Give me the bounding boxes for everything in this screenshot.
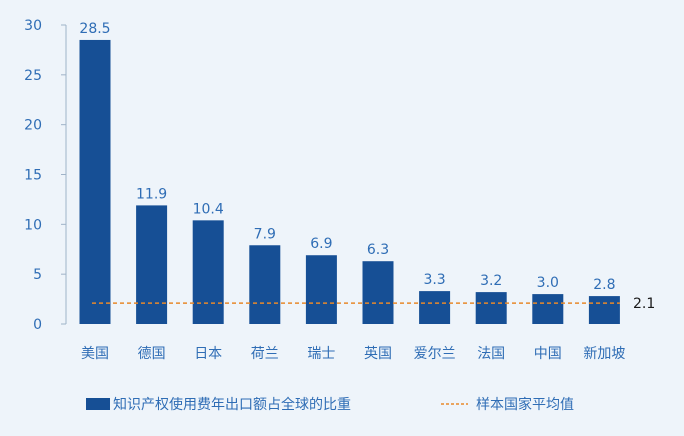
bar [249,245,281,324]
y-tick-label: 0 [33,317,42,333]
y-tick-label: 25 [24,68,42,84]
bar-value-label: 3.0 [537,275,559,291]
bar [419,291,451,324]
x-category-label: 英国 [364,345,392,362]
bar [79,39,111,324]
bar [305,255,337,324]
x-category-label: 德国 [138,346,166,362]
bar-value-label: 3.2 [480,273,502,289]
legend: 知识产权使用费年出口额占全球的比重 样本国家平均值 [86,396,574,413]
legend-label-line: 样本国家平均值 [476,396,574,413]
reference-line-label: 2.1 [633,296,655,312]
legend-swatch-bar [86,398,110,410]
bar [136,205,168,324]
x-category-label: 瑞士 [307,346,335,362]
bar [192,220,224,324]
bar [588,296,620,324]
y-axis: 0 5 10 15 20 25 30 [24,18,67,333]
bars-group: 28.5 美国 11.9 德国 10.4 日本 7.9 荷兰 6.9 瑞士 6.3 英国 3.3 爱尔兰 3… [79,21,625,362]
bar-value-label: 11.9 [136,186,167,202]
bar [475,292,507,324]
x-category-label: 日本 [194,346,222,362]
bar-value-label: 28.5 [79,21,110,37]
x-category-label: 美国 [81,346,109,362]
y-tick-label: 5 [33,267,42,283]
x-category-label: 新加坡 [583,346,625,362]
x-category-label: 荷兰 [251,346,279,362]
y-tick-label: 30 [24,18,42,34]
x-category-label: 中国 [534,346,562,362]
reference-line-group: 2.1 [92,296,655,312]
legend-label-bar: 知识产权使用费年出口额占全球的比重 [113,396,351,413]
y-tick-label: 10 [24,217,42,233]
bar-value-label: 6.9 [310,236,332,252]
bar-value-label: 6.3 [367,242,389,258]
y-tick-label: 20 [24,118,42,134]
bar-value-label: 2.8 [593,277,615,293]
bar-value-label: 7.9 [254,226,276,242]
bar-value-label: 3.3 [423,272,445,288]
y-tick-label: 15 [24,168,42,184]
bar [362,261,394,324]
x-category-label: 法国 [477,346,505,362]
bar-value-label: 10.4 [193,201,224,217]
bar [532,294,564,324]
x-category-label: 爱尔兰 [414,346,456,362]
